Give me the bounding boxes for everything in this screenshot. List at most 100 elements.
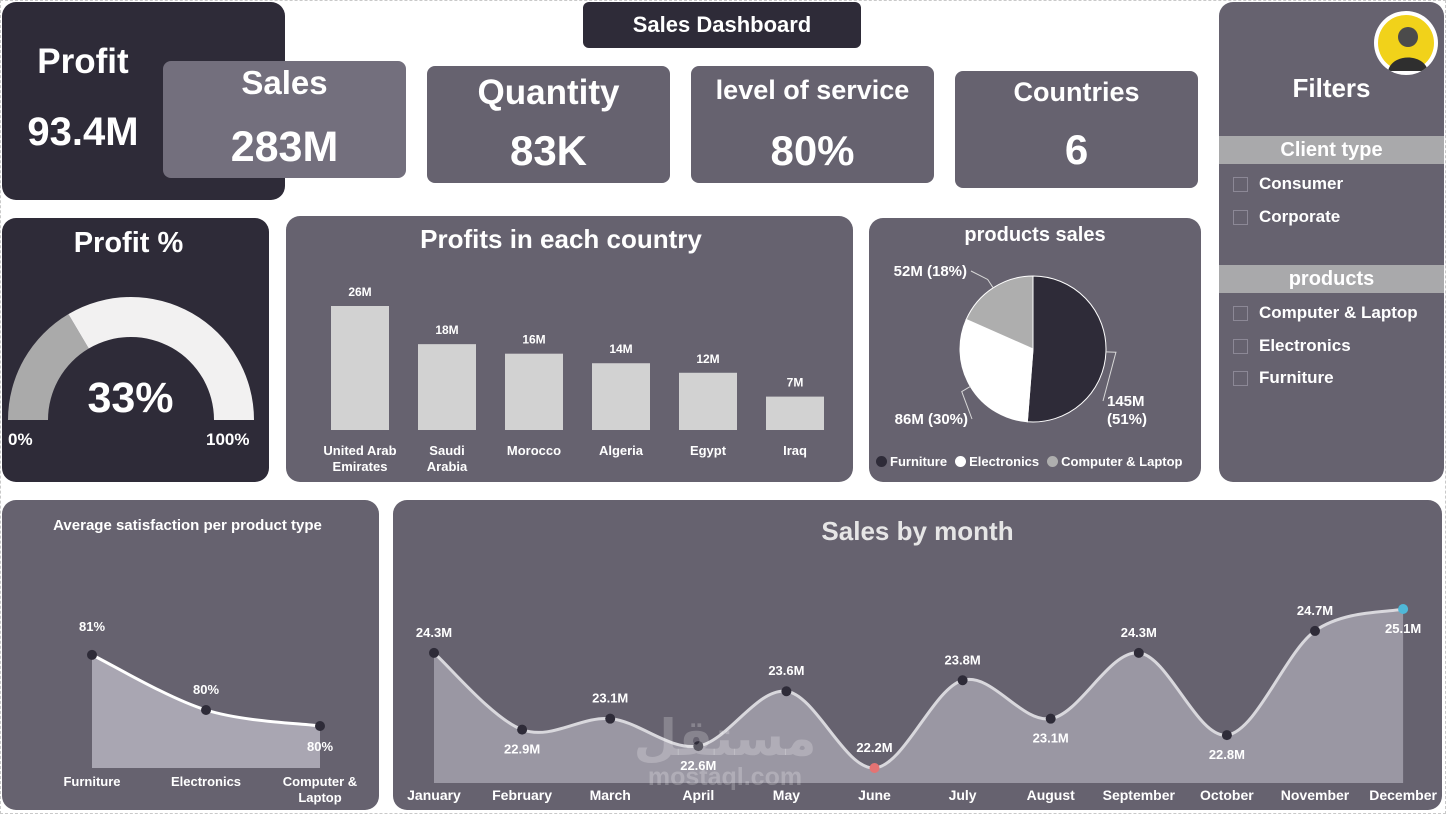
bar: [766, 396, 824, 430]
pie-leader-line: [1102, 351, 1117, 402]
data-point: [957, 675, 968, 686]
checkbox[interactable]: [1233, 176, 1248, 192]
data-point: [605, 713, 616, 724]
data-label: 22.2M: [856, 740, 892, 755]
legend-swatch: [955, 456, 967, 467]
filter-electronics[interactable]: Electronics: [1233, 336, 1351, 356]
data-label: 23.8M: [945, 652, 981, 667]
kpi-sales-card[interactable]: Sales 283M: [163, 61, 406, 178]
legend-label: Electronics: [969, 454, 1040, 469]
bar-data-label: 18M: [435, 323, 458, 337]
x-tick-label: Emirates: [333, 459, 388, 474]
data-label: 24.7M: [1297, 603, 1333, 618]
filter-group-client-type: Client type: [1219, 136, 1444, 164]
pie-chart-title: products sales: [964, 224, 1106, 246]
x-tick-label: January: [407, 787, 461, 803]
checkbox[interactable]: [1233, 338, 1248, 354]
filter-label: Computer & Laptop: [1259, 303, 1418, 322]
kpi-quantity-card[interactable]: Quantity 83K: [427, 66, 670, 183]
data-point: [315, 721, 325, 731]
kpi-countries-card[interactable]: Countries 6: [955, 71, 1198, 188]
kpi-service-card[interactable]: level of service 80%: [691, 66, 934, 183]
data-point: [1133, 647, 1144, 658]
satisfaction-area-chart: 81% Furniture 80% Electronics 80% Computer &L…: [63, 619, 357, 805]
data-label: 81%: [79, 619, 105, 634]
data-point: [1045, 713, 1056, 724]
data-label: 22.8M: [1209, 747, 1245, 762]
bar-data-label: 7M: [787, 376, 804, 390]
monthly-sales-card[interactable]: Sales by month 24.3M January 22.9M February…: [393, 500, 1442, 810]
data-point: [869, 763, 880, 773]
data-label: 24.3M: [416, 625, 452, 640]
filter-label: Consumer: [1259, 174, 1344, 193]
x-tick-label: March: [590, 787, 631, 803]
checkbox[interactable]: [1233, 305, 1248, 321]
legend-label: Furniture: [890, 454, 948, 469]
gauge-value: 33%: [87, 374, 174, 422]
pie-data-label: 86M (30%): [895, 411, 968, 428]
data-label: 22.6M: [680, 758, 716, 773]
data-point: [87, 649, 97, 660]
data-point: [1221, 730, 1232, 741]
bar-data-label: 14M: [609, 342, 632, 356]
filter-computer-laptop[interactable]: Computer & Laptop: [1233, 303, 1418, 323]
kpi-quantity-value: 83K: [509, 127, 588, 174]
x-tick-label: September: [1103, 787, 1176, 803]
legend-item-computer-laptop[interactable]: Computer & Laptop: [1047, 454, 1182, 469]
satisfaction-chart-title: Average satisfaction per product type: [53, 517, 322, 534]
legend-item-electronics[interactable]: Electronics: [955, 454, 1039, 469]
x-tick-label: July: [949, 787, 977, 803]
filter-group-products: products: [1219, 265, 1444, 293]
monthly-sales-area-chart: 24.3M January 22.9M February 23.1M March 22.6M…: [407, 603, 1437, 803]
satisfaction-card[interactable]: Average satisfaction per product type 81…: [2, 500, 379, 810]
pie-leader-line: [970, 270, 994, 289]
x-tick-label: Furniture: [63, 774, 120, 789]
filter-consumer[interactable]: Consumer: [1233, 174, 1343, 194]
data-point: [517, 724, 528, 735]
data-point: [693, 741, 704, 752]
x-tick-label: United Arab: [323, 443, 396, 458]
x-tick-label: May: [773, 787, 800, 803]
bar: [331, 306, 389, 430]
filter-corporate[interactable]: Corporate: [1233, 207, 1340, 227]
country-chart-title: Profits in each country: [420, 224, 702, 254]
kpi-sales-label: Sales: [241, 64, 328, 101]
bar-data-label: 26M: [348, 285, 371, 299]
x-tick-label: November: [1281, 787, 1350, 803]
data-label: 23.6M: [768, 663, 804, 678]
kpi-profit-label: Profit: [37, 42, 129, 81]
data-label: 23.1M: [592, 691, 628, 706]
pie-leader-line: [961, 386, 973, 420]
x-tick-label: February: [492, 787, 552, 803]
data-label: 22.9M: [504, 742, 540, 757]
kpi-quantity-label: Quantity: [477, 73, 620, 112]
x-tick-label: Computer &: [283, 774, 357, 789]
filter-furniture[interactable]: Furniture: [1233, 368, 1334, 388]
checkbox[interactable]: [1233, 370, 1248, 386]
checkbox[interactable]: [1233, 209, 1248, 225]
x-tick-label: April: [682, 787, 714, 803]
data-label: 25.1M: [1385, 621, 1421, 636]
x-tick-label: October: [1200, 787, 1254, 803]
kpi-service-label: level of service: [715, 75, 910, 105]
x-tick-label: August: [1027, 787, 1076, 803]
data-label: 80%: [307, 739, 333, 754]
x-tick-label: December: [1369, 787, 1437, 803]
pie-data-label: 145M: [1107, 393, 1145, 410]
filter-label: Electronics: [1259, 336, 1351, 355]
profit-gauge-card[interactable]: Profit % 33% 0% 100%: [2, 218, 269, 482]
kpi-service-value: 80%: [770, 127, 855, 174]
bar: [505, 353, 563, 430]
page-title: Sales Dashboard: [583, 2, 861, 48]
legend-item-furniture[interactable]: Furniture: [876, 454, 947, 469]
product-sales-card[interactable]: products sales 145M (51%) 86M (30%) 52M (18…: [869, 218, 1201, 482]
avatar[interactable]: [1374, 11, 1438, 75]
filter-label: Furniture: [1259, 368, 1334, 387]
legend-swatch: [1047, 456, 1059, 467]
filter-label: Corporate: [1259, 207, 1341, 226]
product-pie-chart: 145M(51%) 86M (30%) 52M (18%): [894, 263, 1147, 428]
bar: [592, 363, 650, 430]
country-profit-card[interactable]: Profits in each country 26M United Arab Em…: [286, 216, 853, 482]
legend-swatch: [876, 456, 887, 467]
